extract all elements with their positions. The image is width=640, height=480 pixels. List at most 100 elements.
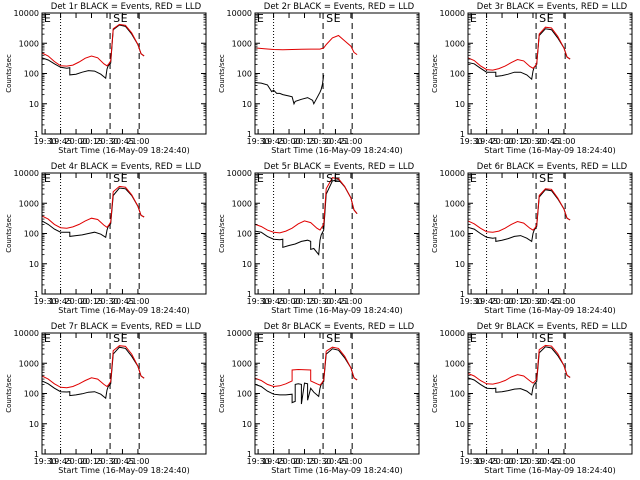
series-lld-line — [42, 185, 145, 229]
x-axis-label: Start Time (16-May-09 18:24:40) — [58, 466, 189, 475]
panel-title: Det 6r BLACK = Events, RED = LLD — [477, 162, 628, 172]
x-axis-label: Start Time (16-May-09 18:24:40) — [484, 466, 615, 475]
x-tick-label: 20:15 — [506, 457, 529, 466]
marker-label: E — [257, 12, 264, 25]
x-tick-label: 19:30 — [460, 137, 483, 146]
y-axis-label: Counts/sec — [5, 214, 13, 253]
y-tick-label: 10 — [29, 260, 39, 269]
plot-frame — [467, 172, 633, 295]
y-tick-label: 1 — [460, 130, 465, 139]
x-tick-label: 20:15 — [506, 297, 529, 306]
y-tick-label: 10000 — [440, 329, 465, 338]
y-axis-label: Counts/sec — [218, 214, 226, 253]
marker-label: S — [539, 12, 546, 25]
x-tick-label: 19:30 — [247, 137, 270, 146]
marker-label: E — [44, 172, 51, 185]
x-tick-label: 21:00 — [339, 137, 362, 146]
x-tick-label: 20:30 — [95, 137, 118, 146]
y-tick-label: 100 — [450, 70, 465, 79]
x-tick-label: 19:45 — [475, 297, 498, 306]
x-tick-label: 19:45 — [49, 457, 72, 466]
x-tick-label: 20:30 — [308, 297, 331, 306]
x-tick-label: 19:45 — [262, 457, 285, 466]
plot-frame — [254, 172, 420, 295]
marker-label: S — [539, 172, 546, 185]
y-tick-label: 10000 — [440, 169, 465, 178]
x-tick-label: 20:00 — [491, 457, 514, 466]
x-tick-label: 20:15 — [293, 297, 316, 306]
panel-title: Det 5r BLACK = Events, RED = LLD — [264, 162, 415, 172]
marker-label: S — [113, 12, 120, 25]
x-tick-label: 20:15 — [80, 137, 103, 146]
x-axis-label: Start Time (16-May-09 18:24:40) — [271, 146, 402, 155]
x-tick-label: 19:30 — [247, 297, 270, 306]
y-tick-label: 1000 — [445, 359, 465, 368]
x-tick-label: 20:15 — [80, 297, 103, 306]
x-tick-label: 20:45 — [111, 297, 134, 306]
x-tick-label: 20:45 — [111, 137, 134, 146]
x-tick-label: 20:45 — [111, 457, 134, 466]
y-tick-label: 1000 — [445, 39, 465, 48]
panel-title: Det 1r BLACK = Events, RED = LLD — [51, 2, 202, 12]
y-axis-label: Counts/sec — [5, 374, 13, 413]
marker-label: S — [326, 12, 333, 25]
series-lld-line — [255, 34, 358, 56]
marker-label: E — [121, 332, 128, 345]
y-tick-label: 10 — [242, 260, 252, 269]
x-tick-label: 20:00 — [65, 137, 88, 146]
y-axis-label: Counts/sec — [218, 54, 226, 93]
marker-label: E — [44, 12, 51, 25]
x-tick-label: 21:00 — [126, 457, 149, 466]
series-lld-line — [255, 177, 358, 234]
y-tick-label: 1000 — [232, 199, 252, 208]
y-tick-label: 10 — [242, 420, 252, 429]
marker-label: E — [470, 332, 477, 345]
x-tick-label: 20:15 — [293, 457, 316, 466]
x-tick-label: 20:30 — [308, 457, 331, 466]
marker-label: S — [113, 332, 120, 345]
x-tick-label: 21:00 — [126, 137, 149, 146]
marker-label: E — [44, 332, 51, 345]
y-tick-label: 100 — [24, 230, 39, 239]
x-tick-label: 20:45 — [537, 457, 560, 466]
x-tick-label: 21:00 — [552, 137, 575, 146]
x-tick-label: 19:45 — [475, 457, 498, 466]
series-lld-line — [468, 26, 571, 71]
series-events-line — [255, 74, 325, 106]
x-tick-label: 20:45 — [324, 137, 347, 146]
x-tick-label: 20:00 — [65, 297, 88, 306]
y-tick-label: 10 — [242, 100, 252, 109]
y-tick-label: 10000 — [14, 329, 39, 338]
series-events-line — [468, 189, 571, 243]
marker-label: E — [334, 332, 341, 345]
x-tick-label: 20:15 — [506, 137, 529, 146]
x-tick-label: 21:00 — [552, 297, 575, 306]
y-tick-label: 1 — [34, 130, 39, 139]
y-tick-label: 1 — [247, 130, 252, 139]
series-lld-line — [468, 188, 571, 233]
x-tick-label: 19:45 — [49, 297, 72, 306]
x-tick-label: 20:45 — [537, 137, 560, 146]
series-events-line — [42, 24, 145, 80]
x-tick-label: 20:30 — [308, 137, 331, 146]
x-tick-label: 21:00 — [126, 297, 149, 306]
y-tick-label: 1 — [34, 290, 39, 299]
x-tick-label: 20:30 — [521, 457, 544, 466]
x-tick-label: 19:45 — [49, 137, 72, 146]
x-tick-label: 21:00 — [339, 297, 362, 306]
y-tick-label: 10000 — [227, 9, 252, 18]
y-tick-label: 100 — [450, 390, 465, 399]
x-tick-label: 19:30 — [460, 457, 483, 466]
marker-label: S — [539, 332, 546, 345]
y-tick-label: 1 — [34, 450, 39, 459]
series-events-line — [468, 346, 571, 396]
marker-label: E — [334, 172, 341, 185]
panel-title: Det 8r BLACK = Events, RED = LLD — [264, 322, 415, 332]
y-tick-label: 10 — [455, 100, 465, 109]
marker-label: E — [121, 172, 128, 185]
